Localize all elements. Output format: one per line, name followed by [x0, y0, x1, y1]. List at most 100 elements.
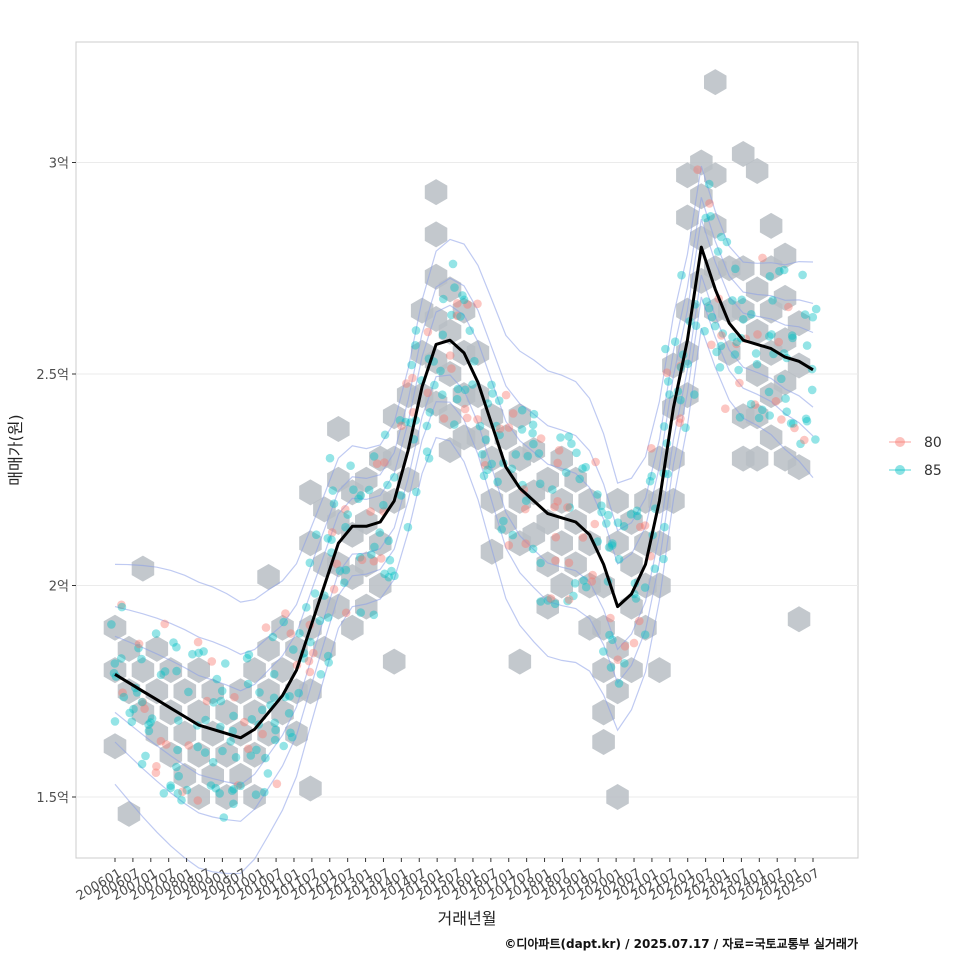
scatter-point [137, 759, 147, 769]
scatter-point [459, 295, 469, 305]
scatter-point [710, 321, 720, 331]
scatter-point [712, 347, 721, 357]
scatter-point [706, 212, 715, 221]
scatter-point [536, 597, 545, 606]
scatter-point [565, 503, 575, 512]
scatter-point [160, 619, 169, 629]
scatter-point [602, 519, 611, 528]
scatter-point [271, 725, 280, 735]
scatter-point [511, 450, 521, 459]
y-tick-label: 1.5억 [36, 791, 69, 806]
density-contour [114, 218, 814, 692]
scatter-point [504, 541, 514, 550]
scatter-point [156, 736, 166, 746]
scatter-point [172, 642, 181, 652]
scatter-point [528, 420, 538, 430]
scatter-point [575, 474, 584, 484]
hex-bin [355, 509, 378, 535]
scatter-point [141, 751, 150, 761]
y-axis-ticks: 1.5억 2억 2.5억 3억 [36, 157, 76, 806]
density-contour [114, 296, 814, 822]
scatter-point [702, 297, 711, 306]
hex-bin [620, 657, 643, 684]
scatter-point [564, 432, 574, 441]
scatter-point [764, 387, 774, 397]
scatter-point [754, 413, 764, 423]
scatter-point [508, 530, 518, 540]
scatter-point [681, 423, 690, 433]
scatter-point [590, 519, 600, 529]
hex-bin [745, 445, 769, 472]
scatter-point [323, 613, 333, 622]
hex-bin [187, 784, 210, 810]
scatter-point [613, 655, 623, 664]
scatter-point [229, 799, 238, 809]
scatter-point [202, 696, 212, 706]
scatter-point [325, 453, 335, 463]
scatter-point [240, 717, 249, 727]
scatter-point [212, 674, 222, 684]
trend-line-layer [114, 245, 814, 740]
scatter-point [367, 550, 376, 559]
scatter-point [470, 356, 479, 366]
scatter-point [117, 600, 126, 610]
scatter-point [705, 199, 714, 208]
scatter-point [501, 390, 511, 400]
scatter-point [463, 300, 472, 309]
scatter-point [650, 564, 660, 573]
scatter-point [808, 312, 818, 322]
scatter-point [260, 787, 269, 797]
scatter-point [286, 728, 295, 738]
scatter-point [134, 643, 143, 653]
scatter-point [535, 479, 545, 489]
scatter-point [777, 415, 786, 424]
scatter-point [608, 539, 617, 548]
hex-bin [271, 699, 294, 726]
hex-bin [704, 69, 727, 96]
scatter-point [144, 726, 154, 736]
hex-bin [215, 741, 238, 768]
scatter-point [569, 591, 578, 601]
hex-bin [173, 678, 197, 705]
scatter-point [343, 510, 353, 519]
hex-bin [355, 593, 378, 620]
scatter-point [447, 310, 456, 320]
scatter-point [227, 786, 237, 795]
scatter-point [563, 503, 572, 512]
density-contour [114, 274, 814, 786]
x-axis-title: 거래년월 [438, 909, 497, 928]
scatter-point [289, 645, 298, 654]
scatter-point [356, 491, 366, 500]
plot-panel [75, 41, 859, 859]
scatter-point [243, 679, 253, 689]
scatter-point [632, 506, 642, 516]
scatter-point [233, 781, 243, 790]
scatter-point [629, 638, 639, 648]
hex-bin [606, 784, 629, 810]
hex-bin [215, 699, 238, 726]
scatter-point [387, 566, 396, 576]
scatter-point [261, 623, 271, 632]
scatter-point [493, 477, 502, 487]
scatter-point [231, 753, 241, 762]
scatter-point [425, 408, 435, 417]
scatter-point [244, 744, 253, 754]
scatter-point [375, 528, 385, 537]
scatter-point [704, 179, 714, 189]
hex-bin [731, 297, 755, 324]
scatter-point [229, 784, 238, 794]
scatter-point [781, 394, 790, 403]
scatter-point [717, 331, 726, 340]
scatter-point [597, 507, 606, 517]
hex-bin [243, 784, 266, 810]
scatter-point [323, 651, 333, 661]
scatter-point [564, 595, 574, 604]
scatter-point [802, 416, 812, 426]
scatter-point [295, 629, 304, 638]
scatter-point [631, 594, 641, 603]
scatter-point [448, 259, 458, 269]
scatter-point [341, 608, 351, 618]
hex-bin [424, 179, 448, 206]
scatter-point [339, 578, 349, 587]
scatter-point [722, 237, 732, 247]
